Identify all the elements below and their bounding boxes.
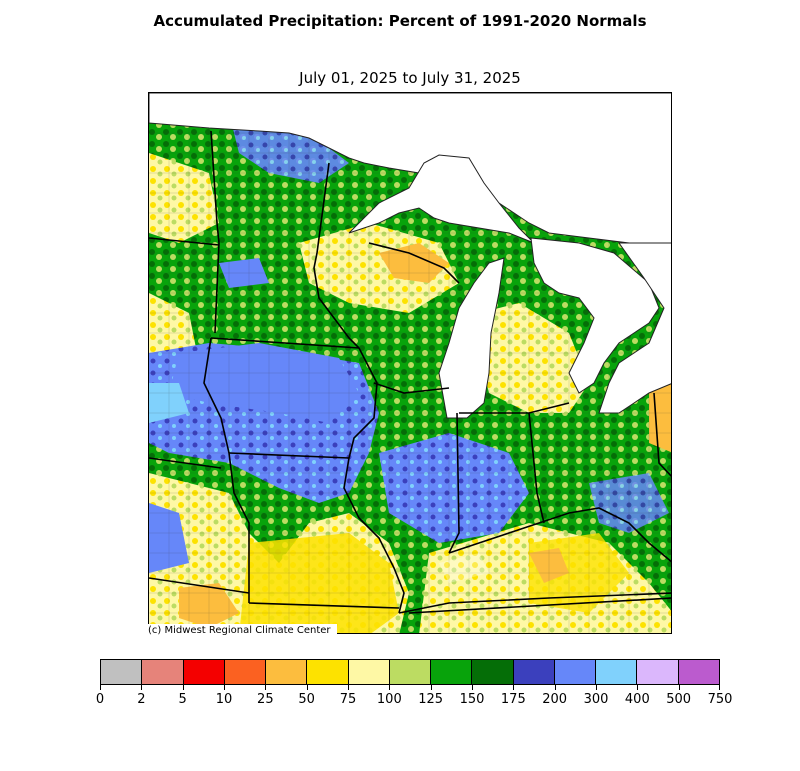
colorbar-segment: [595, 660, 637, 684]
border-mn-wi: [313, 162, 360, 349]
colorbar-segment: [347, 660, 389, 684]
colorbar-tick: [678, 685, 680, 690]
border-ohio-river: [448, 507, 671, 563]
colorbar-tick: [430, 685, 432, 690]
colorbar-segment: [265, 660, 307, 684]
border-wi-mi: [368, 242, 460, 284]
colorbar-tick: [472, 685, 473, 690]
map-title: Accumulated Precipitation: Percent of 19…: [153, 12, 647, 30]
colorbar-tick-label: 100: [376, 692, 402, 707]
colorbar-ticks: 0 2 5 10 25 50 75 100 125 150 175 200 300 400 500 750: [96, 685, 732, 715]
colorbar-tick: [306, 685, 308, 690]
colorbar-tick: [224, 685, 225, 690]
colorbar-segment: [223, 660, 266, 684]
colorbar-tick-label: 300: [583, 692, 609, 707]
colorbar-tick-label: 10: [215, 692, 233, 707]
border-il-west: [373, 382, 450, 394]
border-ia-east: [348, 347, 378, 459]
border-ks-ok: [149, 577, 250, 594]
colorbar-tick: [265, 685, 267, 690]
colorbar-tick: [389, 685, 391, 690]
colorbar-segment: [677, 660, 719, 684]
colorbar-tick-label: 75: [339, 692, 357, 707]
border-mo-east: [343, 457, 405, 614]
lakes-and-outside: [149, 93, 671, 419]
ontario-east: [598, 242, 671, 414]
border-mo-ar: [248, 602, 400, 609]
colorbar-segment: [306, 660, 348, 684]
colorbar-tick-label: 200: [542, 692, 568, 707]
colorbar-tick: [141, 685, 143, 690]
colorbar-segment: [101, 660, 142, 684]
border-ia-mo: [210, 337, 360, 459]
border-ky-south: [408, 597, 671, 614]
colorbar-tick: [637, 685, 639, 690]
border-sd-ne: [149, 457, 222, 469]
colorbar-tick: [513, 685, 515, 690]
border-mi-oh: [459, 402, 570, 414]
colorbar-tick: [348, 685, 349, 690]
date-range-subtitle: July 01, 2025 to July 31, 2025: [299, 69, 521, 87]
border-il-in: [448, 412, 460, 554]
colorbar-tick-label: 400: [624, 692, 650, 707]
lake-huron: [530, 237, 660, 394]
colorbar-tick-label: 25: [257, 692, 274, 707]
colorbar-tick-label: 175: [500, 692, 526, 707]
colorbar-tick-label: 50: [298, 692, 315, 707]
colorbar-tick-label: 500: [666, 692, 692, 707]
dry-areas: [149, 153, 671, 633]
colorbar-tick-label: 5: [178, 692, 187, 707]
colorbar-tick-label: 2: [137, 692, 146, 707]
colorbar-tick-label: 750: [707, 692, 733, 707]
colorbar-segment: [636, 660, 678, 684]
colorbar-tick: [719, 685, 720, 690]
border-mn-ia: [149, 237, 220, 246]
border-mn-west: [210, 130, 220, 334]
colorbar-segment: [388, 660, 431, 684]
colorbar-tick: [596, 685, 597, 690]
border-ky-tn: [398, 592, 671, 614]
colorbar-segment: [430, 660, 472, 684]
credit-label: (c) Midwest Regional Climate Center: [148, 624, 337, 637]
colorbar-segment: [512, 660, 554, 684]
colorbar: [100, 659, 720, 685]
colorbar-tick-label: 125: [418, 692, 444, 707]
map-canvas: [149, 93, 671, 633]
colorbar-segment: [471, 660, 513, 684]
border-in-oh: [528, 412, 545, 524]
border-oh-east: [653, 392, 671, 478]
colorbar-tick: [182, 685, 184, 690]
border-mo-ks: [228, 452, 250, 603]
state-borders: [149, 130, 671, 614]
precipitation-map: [148, 92, 672, 634]
colorbar-tick-label: 0: [95, 692, 105, 707]
colorbar-segment: [553, 660, 596, 684]
colorbar-segment: [182, 660, 224, 684]
colorbar-tick: [554, 685, 556, 690]
colorbar-tick-label: 150: [459, 692, 485, 707]
lake-superior: [348, 154, 535, 244]
colorbar-tick: [100, 685, 101, 690]
colorbar-segment: [141, 660, 183, 684]
border-ia-west: [203, 337, 230, 454]
lake-michigan: [438, 257, 505, 419]
